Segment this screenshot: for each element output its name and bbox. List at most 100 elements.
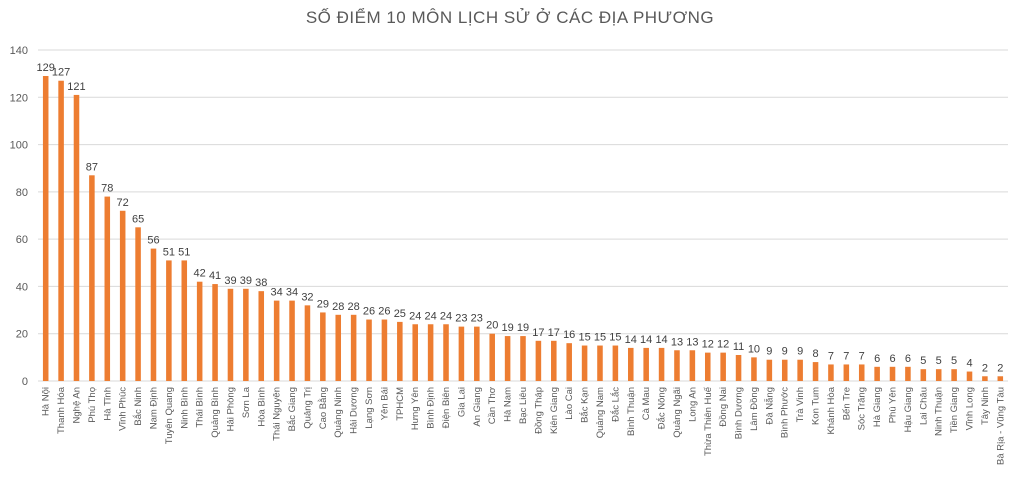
data-label: 9 <box>782 346 788 358</box>
bar <box>905 366 911 381</box>
x-tick-label: Lâm Đồng <box>749 387 760 431</box>
x-tick-label: Lai Châu <box>918 387 929 425</box>
bar <box>997 376 1004 381</box>
data-label: 39 <box>240 275 252 287</box>
data-label: 28 <box>332 301 344 313</box>
x-tick-label: Yên Bái <box>379 387 390 420</box>
bar <box>474 326 480 381</box>
x-tick-label: Hà Nội <box>41 387 52 416</box>
bar <box>166 260 172 381</box>
x-tick-label: Nghệ An <box>71 387 82 423</box>
bar <box>735 354 742 381</box>
y-tick-label: 60 <box>16 234 28 246</box>
bar <box>227 288 234 381</box>
data-label: 5 <box>920 355 926 367</box>
data-label: 24 <box>424 310 436 322</box>
data-label: 19 <box>501 322 513 334</box>
bar <box>520 336 526 381</box>
bar <box>551 340 557 381</box>
x-tick-label: Cần Thơ <box>487 387 498 424</box>
bar <box>381 319 388 381</box>
data-label: 13 <box>671 336 683 348</box>
data-label: 23 <box>455 313 467 325</box>
bar <box>828 364 834 381</box>
x-tick-label: Vĩnh Phúc <box>118 387 129 431</box>
x-axis-ticks: Hà Nội Thanh Hóa Nghệ An Phú Thọ Hà Tĩnh Vĩnh… <box>41 386 1007 465</box>
data-label: 24 <box>409 310 421 322</box>
y-tick-label: 140 <box>10 45 28 57</box>
x-tick-label: Kiên Giang <box>549 387 560 434</box>
x-tick-label: Long An <box>687 387 698 422</box>
data-label: 121 <box>67 81 85 93</box>
data-label: 56 <box>147 235 159 247</box>
x-tick-label: Bạc Liêu <box>518 387 529 424</box>
data-label: 7 <box>828 350 834 362</box>
bar <box>797 359 803 381</box>
bar <box>150 248 157 381</box>
x-tick-label: Hưng Yên <box>410 387 421 430</box>
y-tick-label: 0 <box>22 376 28 388</box>
x-tick-label: Trà Vinh <box>795 387 806 422</box>
data-label: 24 <box>440 310 452 322</box>
bar <box>689 350 696 381</box>
x-tick-label: Tiền Giang <box>949 387 960 433</box>
bar <box>489 333 495 381</box>
x-tick-label: Điện Biên <box>441 387 452 428</box>
bar <box>982 376 988 381</box>
x-tick-label: Cao Bằng <box>318 387 329 429</box>
x-tick-label: Nam Định <box>148 387 159 429</box>
bar <box>427 324 434 381</box>
x-tick-label: Đồng Nai <box>718 387 729 427</box>
bar <box>704 352 711 381</box>
x-tick-label: Bình Dương <box>734 387 745 439</box>
data-label: 65 <box>132 213 144 225</box>
x-tick-label: Quảng Ngãi <box>672 387 683 438</box>
bar <box>243 288 249 381</box>
bar <box>628 347 634 381</box>
x-tick-label: Ninh Thuận <box>934 387 945 436</box>
bar <box>643 347 649 381</box>
x-tick-label: Bến Tre <box>841 387 852 420</box>
data-label: 6 <box>889 353 895 365</box>
bar <box>812 362 819 381</box>
data-label: 26 <box>378 306 390 318</box>
bar <box>104 196 111 381</box>
bar <box>73 94 80 382</box>
x-tick-label: Bắc Kạn <box>580 387 591 423</box>
bar <box>89 175 95 381</box>
bar <box>920 369 927 381</box>
x-tick-label: Phú Yên <box>888 387 899 423</box>
data-label: 5 <box>936 355 942 367</box>
data-label: 34 <box>286 287 298 299</box>
bar <box>535 340 542 381</box>
data-label: 13 <box>686 336 698 348</box>
data-label: 4 <box>966 358 972 370</box>
data-label: 15 <box>578 332 590 344</box>
data-label: 78 <box>101 183 113 195</box>
data-label: 7 <box>859 350 865 362</box>
x-tick-label: Đà Nẵng <box>764 387 775 425</box>
x-tick-label: Bình Định <box>426 387 437 429</box>
bar <box>597 345 603 381</box>
bar <box>135 227 141 381</box>
data-label: 32 <box>301 291 313 303</box>
data-label: 29 <box>317 298 329 310</box>
bar <box>781 359 788 381</box>
data-label: 6 <box>905 353 911 365</box>
data-label: 23 <box>471 313 483 325</box>
bar <box>42 76 49 381</box>
bar <box>858 364 865 381</box>
data-label: 127 <box>52 67 70 79</box>
x-tick-label: Thái Bình <box>195 387 206 428</box>
bar <box>966 371 973 381</box>
bar <box>658 347 665 381</box>
bar <box>720 352 726 381</box>
data-label: 16 <box>563 329 575 341</box>
data-label: 10 <box>748 343 760 355</box>
bar <box>443 324 449 381</box>
x-tick-label: TPHCM <box>395 387 406 421</box>
bar <box>612 345 619 381</box>
data-label: 9 <box>766 346 772 358</box>
